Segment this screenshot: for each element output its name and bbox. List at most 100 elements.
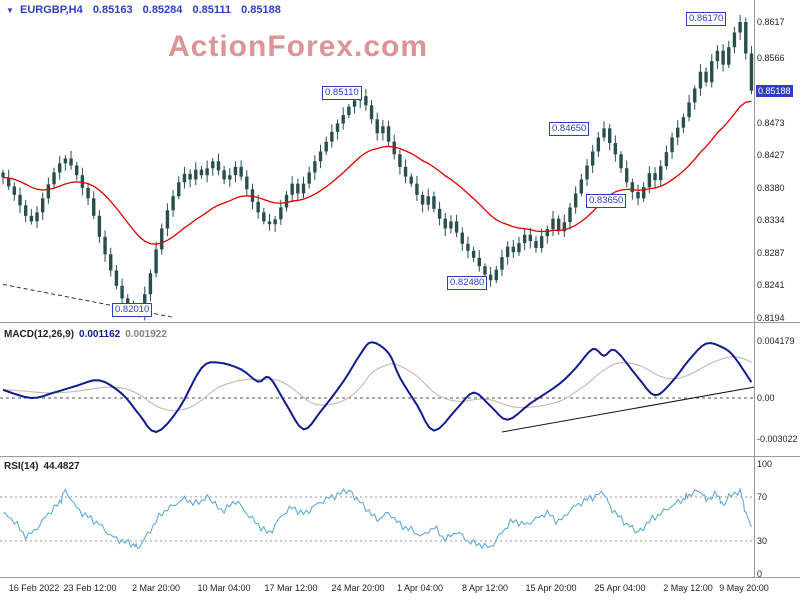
candle-body — [471, 250, 476, 258]
candle-body — [562, 222, 567, 232]
candle-body — [392, 141, 396, 155]
candle-body — [749, 53, 754, 91]
candle-body — [454, 221, 459, 233]
candle-body — [466, 243, 470, 251]
macd-signal-line — [2, 356, 752, 412]
candle-body — [103, 236, 107, 255]
candle-body — [415, 183, 419, 195]
date-axis-label: 1 Apr 04:00 — [396, 583, 444, 593]
rsi-axis-label: 100 — [757, 459, 773, 469]
symbol-title: EURGBP,H4 — [19, 4, 83, 16]
candle-body — [369, 105, 374, 120]
candle-body — [477, 257, 481, 267]
date-axis-label: 25 Apr 04:00 — [594, 583, 646, 593]
candle-body — [233, 166, 238, 176]
moving-average-line — [2, 100, 752, 245]
candle-body — [670, 137, 674, 153]
candle-body — [483, 266, 487, 275]
candle-body — [182, 173, 187, 183]
price-flag-0.83650: 0.83650 — [586, 194, 627, 208]
candle-body — [579, 179, 584, 194]
price-axis-label: 0.8334 — [757, 215, 785, 226]
candle-body — [296, 183, 300, 194]
candle-body — [12, 186, 17, 195]
candle-body — [585, 165, 589, 180]
candle-body — [205, 168, 209, 176]
price-flag-0.85110: 0.85110 — [322, 86, 362, 100]
candle-body — [58, 163, 62, 173]
candle-body — [659, 166, 663, 181]
candle-body — [443, 218, 447, 229]
macd-label: MACD(12,26,9) 0.001162 0.001922 — [4, 329, 167, 340]
rsi-value: 44.4827 — [43, 461, 80, 472]
candle-body — [738, 22, 742, 33]
candle-body — [330, 131, 334, 142]
candle-body — [1, 172, 5, 178]
candle-body — [522, 234, 527, 244]
candle-body — [188, 173, 192, 180]
current-price-flag: 0.85188 — [756, 84, 793, 97]
candle-body — [647, 173, 652, 188]
candle-body — [420, 194, 425, 205]
symbol-dropdown-icon[interactable]: ▼ — [6, 6, 14, 15]
candle-body — [744, 22, 748, 54]
price-axis-label: 0.8380 — [757, 182, 785, 193]
candle-body — [290, 183, 294, 195]
candle-body — [500, 257, 504, 270]
date-axis-label: 9 May 20:00 — [719, 583, 769, 593]
macd-trendline[interactable] — [501, 386, 755, 433]
date-axis-label: 17 Mar 12:00 — [264, 583, 318, 593]
candle-body — [590, 151, 595, 166]
candle-body — [596, 137, 601, 152]
candle-body — [364, 96, 368, 106]
candle-body — [653, 173, 657, 181]
candle-body — [556, 218, 561, 232]
candle-body — [698, 71, 703, 89]
candle-body — [409, 176, 413, 184]
candle-body — [80, 175, 85, 188]
candle-body — [341, 115, 345, 124]
candle-body — [602, 128, 606, 138]
price-axis-label: 0.8617 — [757, 17, 785, 27]
date-axis-label: 2 May 12:00 — [663, 583, 713, 593]
main-trendline[interactable] — [2, 283, 174, 318]
candle-body — [619, 154, 623, 169]
price-axis-label: 0.8566 — [757, 52, 785, 63]
rsi-axis-label: 30 — [757, 536, 768, 546]
date-axis-label: 2 Mar 20:00 — [131, 583, 181, 593]
candle-body — [23, 205, 28, 216]
candle-body — [727, 47, 731, 65]
ohlc-low: 0.85111 — [192, 4, 232, 16]
price-axis-label: 0.8473 — [757, 117, 785, 128]
candle-body — [715, 50, 720, 62]
date-axis-label: 16 Feb 2022 — [8, 583, 60, 593]
candle-body — [222, 170, 226, 180]
candle-body — [18, 194, 22, 206]
candle-body — [573, 193, 578, 208]
date-axis-label: 10 Mar 04:00 — [197, 583, 251, 593]
candle-body — [148, 273, 153, 295]
candle-body — [318, 151, 323, 162]
macd-axis-label: 0.004179 — [757, 336, 795, 347]
candle-body — [494, 269, 498, 281]
rsi-label: RSI(14) 44.4827 — [4, 461, 80, 472]
watermark: ActionForex.com — [168, 30, 429, 63]
price-flag-0.82480: 0.82480 — [447, 276, 488, 290]
rsi-title: RSI(14) — [4, 461, 39, 472]
candle-body — [256, 201, 260, 213]
candle-body — [307, 172, 311, 184]
candle-body — [534, 241, 538, 249]
date-axis-label: 24 Mar 20:00 — [331, 583, 385, 593]
rsi-line — [2, 487, 752, 550]
macd-value: 0.001162 — [79, 329, 121, 340]
candle-body — [539, 236, 544, 249]
candle-body — [6, 177, 11, 187]
candle-body — [568, 207, 572, 223]
candle-body — [324, 141, 328, 152]
candle-body — [211, 161, 215, 169]
candle-body — [630, 182, 635, 193]
candle-body — [216, 161, 221, 171]
candle-body — [262, 212, 266, 222]
chart-header: ▼ EURGBP,H4 0.85163 0.85284 0.85111 0.85… — [6, 4, 288, 16]
